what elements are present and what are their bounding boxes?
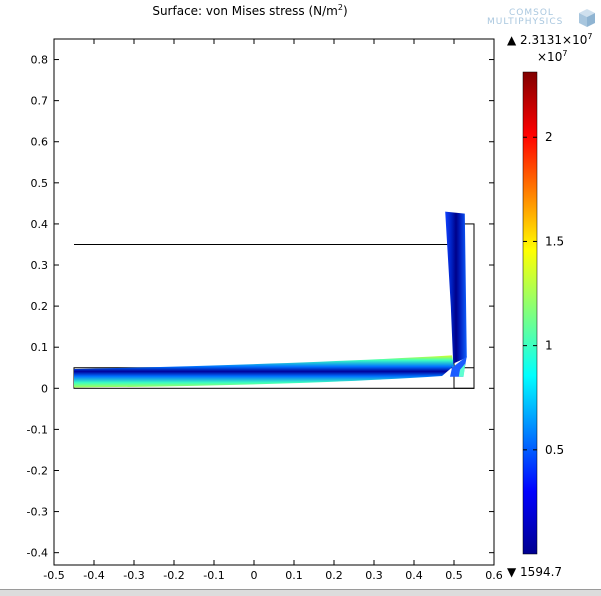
- horizontal-arm-surface: [74, 355, 454, 388]
- colorbar-tick-label: 1: [545, 339, 553, 353]
- x-tick-label: 0.6: [485, 569, 503, 582]
- y-tick-label: 0.3: [31, 259, 49, 272]
- vertical-arm-surface: [445, 211, 467, 364]
- y-tick-label: -0.2: [27, 464, 48, 477]
- x-tick-label: 0.4: [405, 569, 423, 582]
- chart-title: Surface: von Mises stress (N/m2): [152, 3, 348, 18]
- x-tick-label: 0.1: [285, 569, 303, 582]
- axes-frame: [53, 38, 495, 566]
- y-tick-label: 0.6: [31, 136, 49, 149]
- y-tick-label: -0.3: [27, 506, 48, 519]
- y-tick-label: 0.4: [31, 218, 49, 231]
- y-tick-label: 0: [41, 382, 48, 395]
- x-tick-label: 0.5: [445, 569, 463, 582]
- x-tick-label: -0.1: [203, 569, 224, 582]
- y-tick-label: 0.5: [31, 177, 49, 190]
- y-tick-label: 0.7: [31, 95, 49, 108]
- x-tick-label: 0.2: [325, 569, 343, 582]
- y-axis-ticks: 0.8 0.7 0.6 0.5 0.4 0.3 0.2 0.1 0 -0.1 -0.2 -0.3 -0.…: [27, 54, 494, 560]
- y-tick-label: 0.8: [31, 54, 49, 67]
- cube-icon: [579, 9, 595, 27]
- y-tick-label: -0.4: [27, 547, 48, 560]
- x-tick-label: 0: [251, 569, 258, 582]
- window-bottom-edge: [0, 589, 601, 596]
- x-tick-label: -0.5: [43, 569, 64, 582]
- x-axis-ticks: -0.5 -0.4 -0.3 -0.2 -0.1 0 0.1 0.2 0.3 0.4 0.5 0.6: [43, 39, 503, 582]
- stress-surface: [74, 211, 467, 388]
- corner-stress-highlight: [458, 363, 466, 377]
- y-tick-label: -0.1: [27, 423, 48, 436]
- x-tick-label: 0.3: [365, 569, 383, 582]
- colorbar-max-label: ▲ 2.3131×107: [507, 32, 593, 47]
- colorbar-tick-label: 1.5: [545, 234, 564, 248]
- x-tick-label: -0.4: [83, 569, 104, 582]
- colorbar-tick-label: 0.5: [545, 443, 564, 457]
- comsol-logo: COMSOL MULTIPHYSICS: [487, 6, 601, 30]
- x-tick-label: -0.3: [123, 569, 144, 582]
- y-tick-label: 0.1: [31, 341, 49, 354]
- colorbar: [522, 71, 538, 555]
- colorbar-tick-label: 2: [545, 130, 553, 144]
- colorbar-min-label: ▼ 1594.7: [507, 565, 563, 579]
- y-tick-label: 0.2: [31, 300, 49, 313]
- colorbar-ticks: 2 1.5 1 0.5: [523, 130, 564, 457]
- x-tick-label: -0.2: [163, 569, 184, 582]
- colorbar-scale-label: ×107: [537, 49, 568, 64]
